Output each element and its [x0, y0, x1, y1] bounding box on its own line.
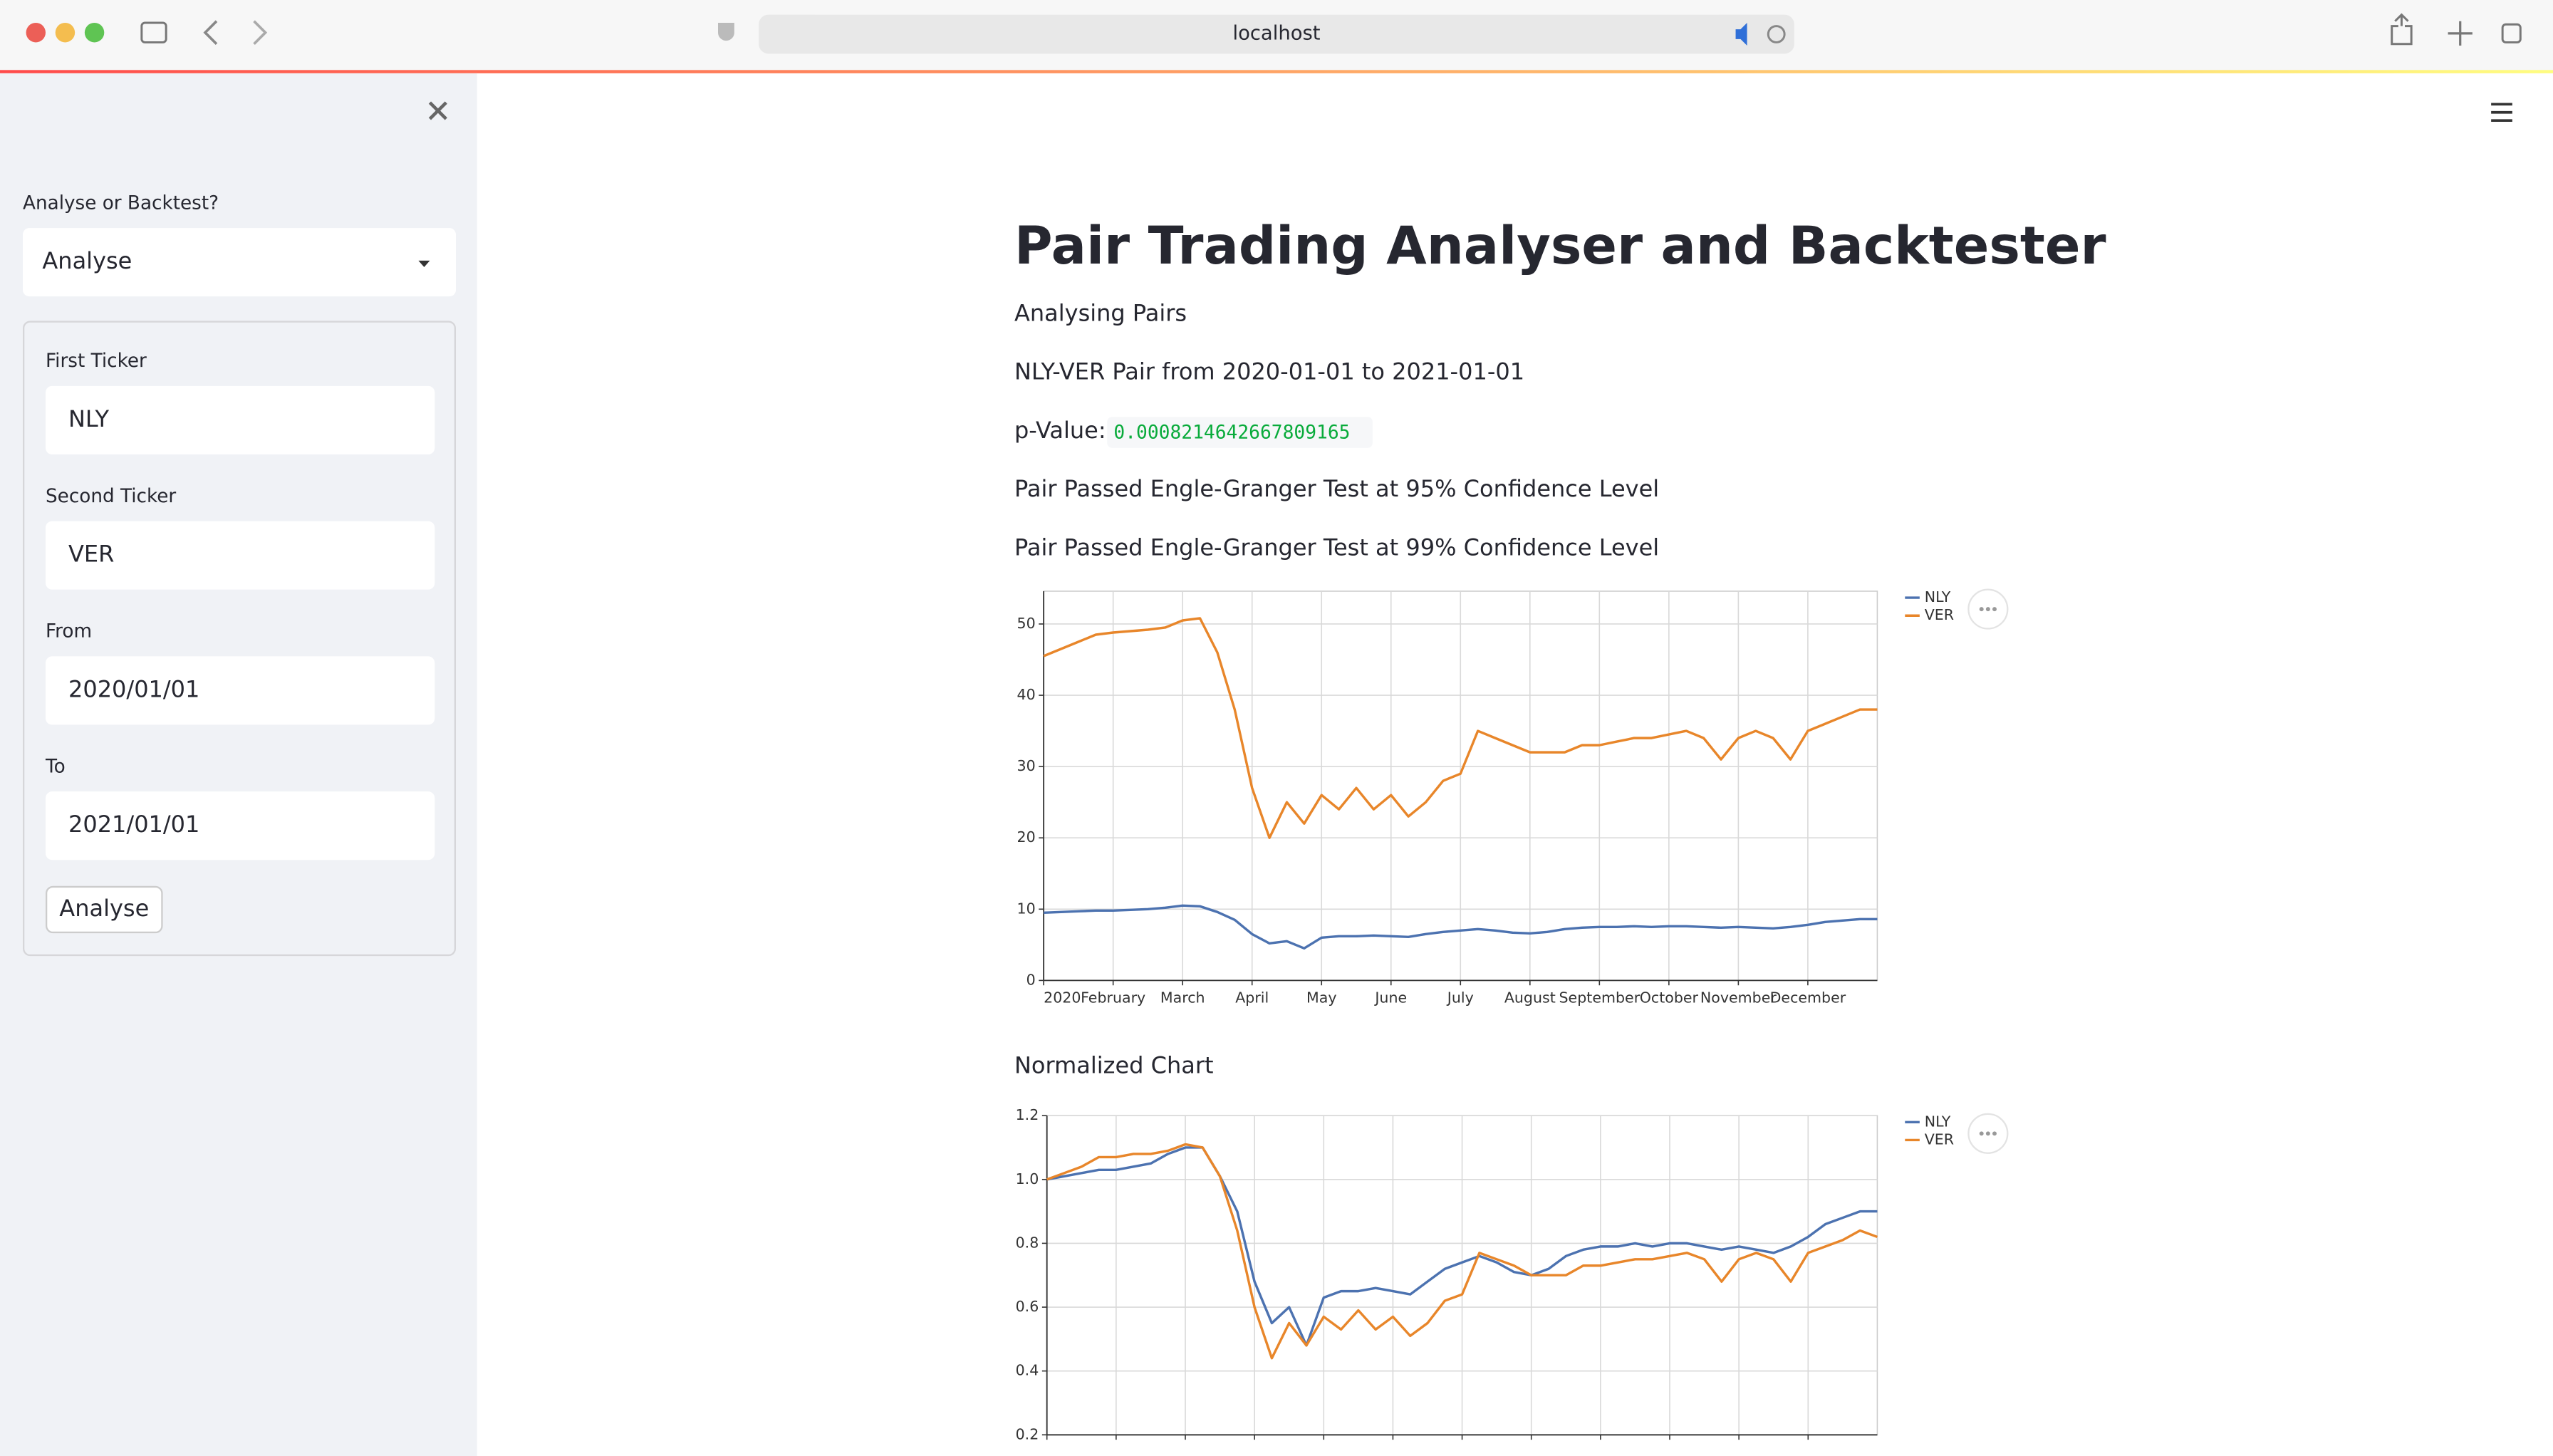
test-99: Pair Passed Engle-Granger Test at 99% Co…	[1014, 534, 1659, 561]
y-tick-label: 30	[1017, 757, 1036, 774]
legend-label: VER	[1925, 1130, 1954, 1148]
field-label: From	[46, 621, 92, 643]
back-button[interactable]	[203, 20, 218, 46]
close-sidebar[interactable]	[428, 101, 447, 120]
mode-value: Analyse	[42, 247, 132, 274]
field-label: To	[45, 756, 66, 777]
field-value: NLY	[68, 405, 110, 432]
minimize-window[interactable]	[55, 23, 76, 43]
text-input[interactable]	[46, 791, 435, 860]
x-tick-label: August	[1504, 989, 1556, 1007]
legend-label: NLY	[1925, 588, 1951, 605]
y-tick-label: 0.4	[1016, 1362, 1039, 1379]
chart-menu-dot	[1985, 1131, 1990, 1136]
y-tick-label: 0.2	[1016, 1425, 1039, 1442]
legend-label: NLY	[1925, 1113, 1951, 1130]
text-input[interactable]	[46, 656, 435, 725]
analyse-button[interactable]	[46, 885, 163, 934]
charts: 0 10 20 30 40 50 2020 February March April May June…	[1016, 588, 2009, 1442]
y-tick-label: 10	[1017, 900, 1036, 917]
x-tick-label: June	[1373, 989, 1407, 1007]
url: localhost	[1232, 23, 1320, 45]
mode-select[interactable]	[23, 228, 456, 297]
y-tick-label: 50	[1017, 615, 1036, 632]
series-line	[1046, 1146, 1878, 1347]
x-tick-label: November	[1700, 989, 1777, 1007]
field-value: VER	[68, 541, 114, 568]
share-button[interactable]	[2391, 13, 2413, 46]
legend-label: VER	[1925, 606, 1954, 623]
x-tick-label: September	[1559, 989, 1641, 1007]
p-value-label: p-Value:	[1014, 417, 1106, 444]
pair-info: NLY-VER Pair from 2020-01-01 to 2021-01-…	[1014, 358, 1524, 385]
x-tick-label: 2020	[1044, 989, 1081, 1007]
form-fields: First Ticker NLY Second Ticker VER From 2020/…	[45, 350, 435, 860]
normalized-heading: Normalized Chart	[1014, 1052, 1214, 1079]
audio-icon[interactable]	[1735, 23, 1747, 46]
shield-icon	[718, 23, 734, 41]
x-tick-label: July	[1446, 989, 1474, 1007]
field-value: 2021/01/01	[68, 811, 199, 838]
x-tick-label: April	[1235, 989, 1269, 1007]
y-tick-label: 40	[1017, 686, 1036, 703]
test-95: Pair Passed Engle-Granger Test at 95% Co…	[1014, 475, 1659, 502]
close-window[interactable]	[26, 23, 46, 43]
header-decoration	[0, 70, 2553, 73]
field-label: Second Ticker	[46, 486, 176, 507]
code-background	[1107, 417, 1373, 448]
sidebar-toggle[interactable]	[140, 21, 167, 43]
series-line	[1046, 1143, 1878, 1360]
y-tick-label: 0	[1026, 971, 1036, 988]
chart-menu-dot	[1979, 1131, 1984, 1136]
x-tick-label: December	[1770, 989, 1846, 1007]
x-tick-label: March	[1160, 989, 1205, 1007]
forward-button[interactable]	[253, 20, 268, 46]
chart-menu-dot	[1992, 1131, 1997, 1136]
mode-label: Analyse or Backtest?	[23, 192, 219, 214]
subtitle: Analysing Pairs	[1014, 299, 1187, 326]
chart-menu-dot	[1985, 607, 1990, 612]
series-line	[1044, 904, 1878, 950]
sidebar	[0, 73, 477, 1456]
select-arrow	[418, 260, 430, 267]
p-value: 0.0008214642667809165	[1113, 422, 1350, 444]
y-tick-label: 1.2	[1016, 1106, 1039, 1123]
text-input[interactable]	[46, 385, 435, 454]
chart-menu-dot	[1992, 607, 1997, 612]
address-bar[interactable]	[759, 14, 1794, 54]
reload-button[interactable]	[1767, 25, 1786, 43]
menu-button[interactable]	[2491, 103, 2512, 123]
analyse-button-label: Analyse	[59, 895, 149, 922]
x-tick-label: May	[1306, 989, 1337, 1007]
series-line	[1043, 617, 1878, 839]
field-label: First Ticker	[46, 350, 147, 372]
x-tick-label: February	[1081, 989, 1145, 1007]
text-input[interactable]	[46, 521, 435, 590]
form-box	[22, 321, 456, 957]
y-tick-label: 0.6	[1016, 1298, 1039, 1315]
x-tick-label: October	[1640, 989, 1699, 1007]
new-tab-button[interactable]	[2448, 21, 2473, 46]
page-title: Pair Trading Analyser and Backtester	[1014, 216, 2106, 276]
chart-menu-dot	[1979, 607, 1984, 612]
tabs-button[interactable]	[2501, 23, 2522, 43]
zoom-window[interactable]	[84, 23, 105, 43]
y-tick-label: 0.8	[1016, 1234, 1039, 1251]
field-value: 2020/01/01	[68, 675, 199, 702]
y-tick-label: 1.0	[1016, 1170, 1039, 1187]
y-tick-label: 20	[1017, 828, 1036, 846]
